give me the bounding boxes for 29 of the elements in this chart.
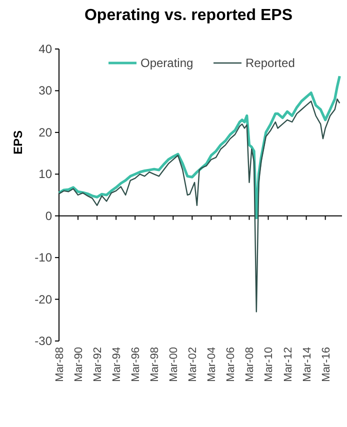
- chart-title: Operating vs. reported EPS: [84, 7, 293, 24]
- x-tick-label: Mar-04: [206, 347, 218, 382]
- y-tick-label: 10: [38, 167, 52, 182]
- x-tick-label: Mar-92: [92, 347, 104, 382]
- y-tick-label: -30: [34, 334, 52, 348]
- x-tick-label: Mar-10: [263, 347, 276, 382]
- line-series: [58, 74, 341, 220]
- y-tick-label: -10: [34, 250, 52, 265]
- x-tick-label: Mar-00: [168, 347, 180, 382]
- y-tick-label: 40: [38, 42, 52, 56]
- y-tick-label: 20: [38, 125, 52, 140]
- x-tick-label: Mar-02: [187, 347, 200, 382]
- line-series: [58, 98, 340, 312]
- x-tick-label: Mar-90: [73, 347, 86, 382]
- x-tick-label: Mar-94: [111, 347, 124, 382]
- x-tick-label: Mar-12: [282, 347, 294, 382]
- legend-label: Reported: [246, 56, 295, 70]
- x-tick-label: Mar-96: [130, 347, 142, 382]
- x-tick-label: Mar-14: [301, 347, 314, 382]
- x-tick-label: Mar-06: [225, 347, 238, 382]
- y-axis-title: EPS: [11, 130, 25, 154]
- y-tick-label: 30: [38, 84, 52, 98]
- y-tick-label: 0: [45, 208, 52, 223]
- y-tick-label: -20: [34, 292, 52, 306]
- legend-label: Operating: [140, 56, 194, 70]
- x-tick-label: Mar-98: [149, 347, 162, 382]
- x-tick-label: Mar-16: [320, 347, 332, 382]
- x-tick-label: Mar-88: [54, 347, 66, 382]
- x-tick-label: Mar-08: [244, 347, 256, 382]
